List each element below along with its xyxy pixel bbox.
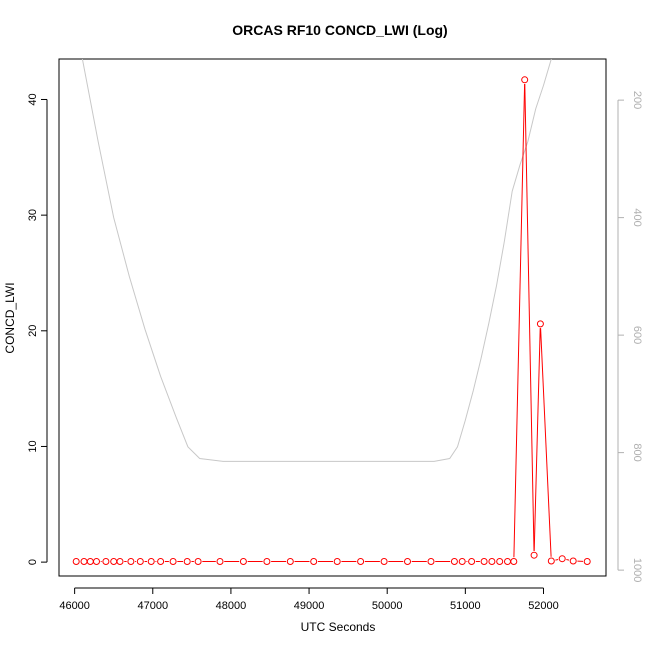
data-point <box>458 558 466 565</box>
data-point <box>468 558 476 565</box>
primary-series-segment <box>555 559 559 561</box>
data-point <box>136 558 144 565</box>
series-layer <box>72 59 591 565</box>
data-point <box>530 551 538 559</box>
y-tick-label: 30 <box>27 209 39 221</box>
y2-tick-label: 400 <box>631 208 643 226</box>
data-point <box>480 558 488 565</box>
plot-frame <box>58 58 607 577</box>
data-point <box>450 558 458 565</box>
y-axis-label: CONCD_LWI <box>3 282 17 353</box>
data-point <box>427 558 435 565</box>
data-point <box>310 558 318 565</box>
x-tick-label: 51000 <box>450 600 481 612</box>
data-point <box>496 558 504 565</box>
data-point <box>510 558 518 565</box>
y2-tick-label: 200 <box>631 91 643 109</box>
data-point <box>102 558 110 565</box>
primary-series-segment <box>540 328 552 557</box>
data-point <box>569 557 577 565</box>
secondary-series-line <box>81 59 552 462</box>
x-tick-label: 47000 <box>137 600 168 612</box>
data-point <box>86 558 94 565</box>
data-point <box>521 76 529 84</box>
y-tick-label: 20 <box>27 325 39 337</box>
data-point <box>147 558 155 565</box>
data-point <box>286 558 294 565</box>
data-point <box>72 558 80 565</box>
primary-series-segment <box>513 83 526 558</box>
y2-tick-label: 1000 <box>631 558 643 582</box>
data-point <box>116 558 124 565</box>
x-tick-label: 50000 <box>372 600 403 612</box>
data-point <box>404 558 411 565</box>
y2-tick-label: 600 <box>631 326 643 344</box>
data-point <box>194 558 202 565</box>
y2-axis: 200 400 600 800 1000 <box>617 91 643 582</box>
data-point <box>80 558 88 565</box>
y-axis: 0 10 20 30 40 <box>27 93 48 565</box>
data-point <box>183 558 191 565</box>
data-point <box>536 320 544 328</box>
y2-tick-label: 800 <box>631 443 643 461</box>
x-tick-label: 52000 <box>528 600 559 612</box>
y-tick-label: 10 <box>27 440 39 452</box>
data-point <box>583 558 591 565</box>
data-point <box>239 558 247 565</box>
data-point <box>380 558 388 565</box>
x-axis: 46000 47000 48000 49000 50000 51000 52000 <box>59 587 559 612</box>
data-point <box>93 558 100 565</box>
x-tick-label: 48000 <box>216 600 247 612</box>
data-point <box>488 558 496 565</box>
data-point <box>169 558 177 565</box>
data-point <box>127 558 135 565</box>
data-point <box>110 558 118 565</box>
data-point <box>216 558 224 565</box>
data-point <box>504 558 511 565</box>
x-tick-label: 49000 <box>294 600 325 612</box>
y-tick-label: 40 <box>27 93 39 105</box>
primary-series-segment <box>524 83 535 552</box>
y-tick-label: 0 <box>27 559 39 565</box>
data-point <box>547 557 555 565</box>
data-point <box>157 558 165 565</box>
data-point <box>558 555 566 563</box>
chart-title: ORCAS RF10 CONCD_LWI (Log) <box>232 22 447 38</box>
x-axis-label: UTC Seconds <box>301 620 376 634</box>
data-point <box>263 558 271 565</box>
data-point <box>333 558 341 565</box>
primary-series-segment <box>566 559 570 561</box>
x-tick-label: 46000 <box>59 600 90 612</box>
data-point <box>357 558 365 565</box>
primary-series-segment <box>533 328 541 552</box>
